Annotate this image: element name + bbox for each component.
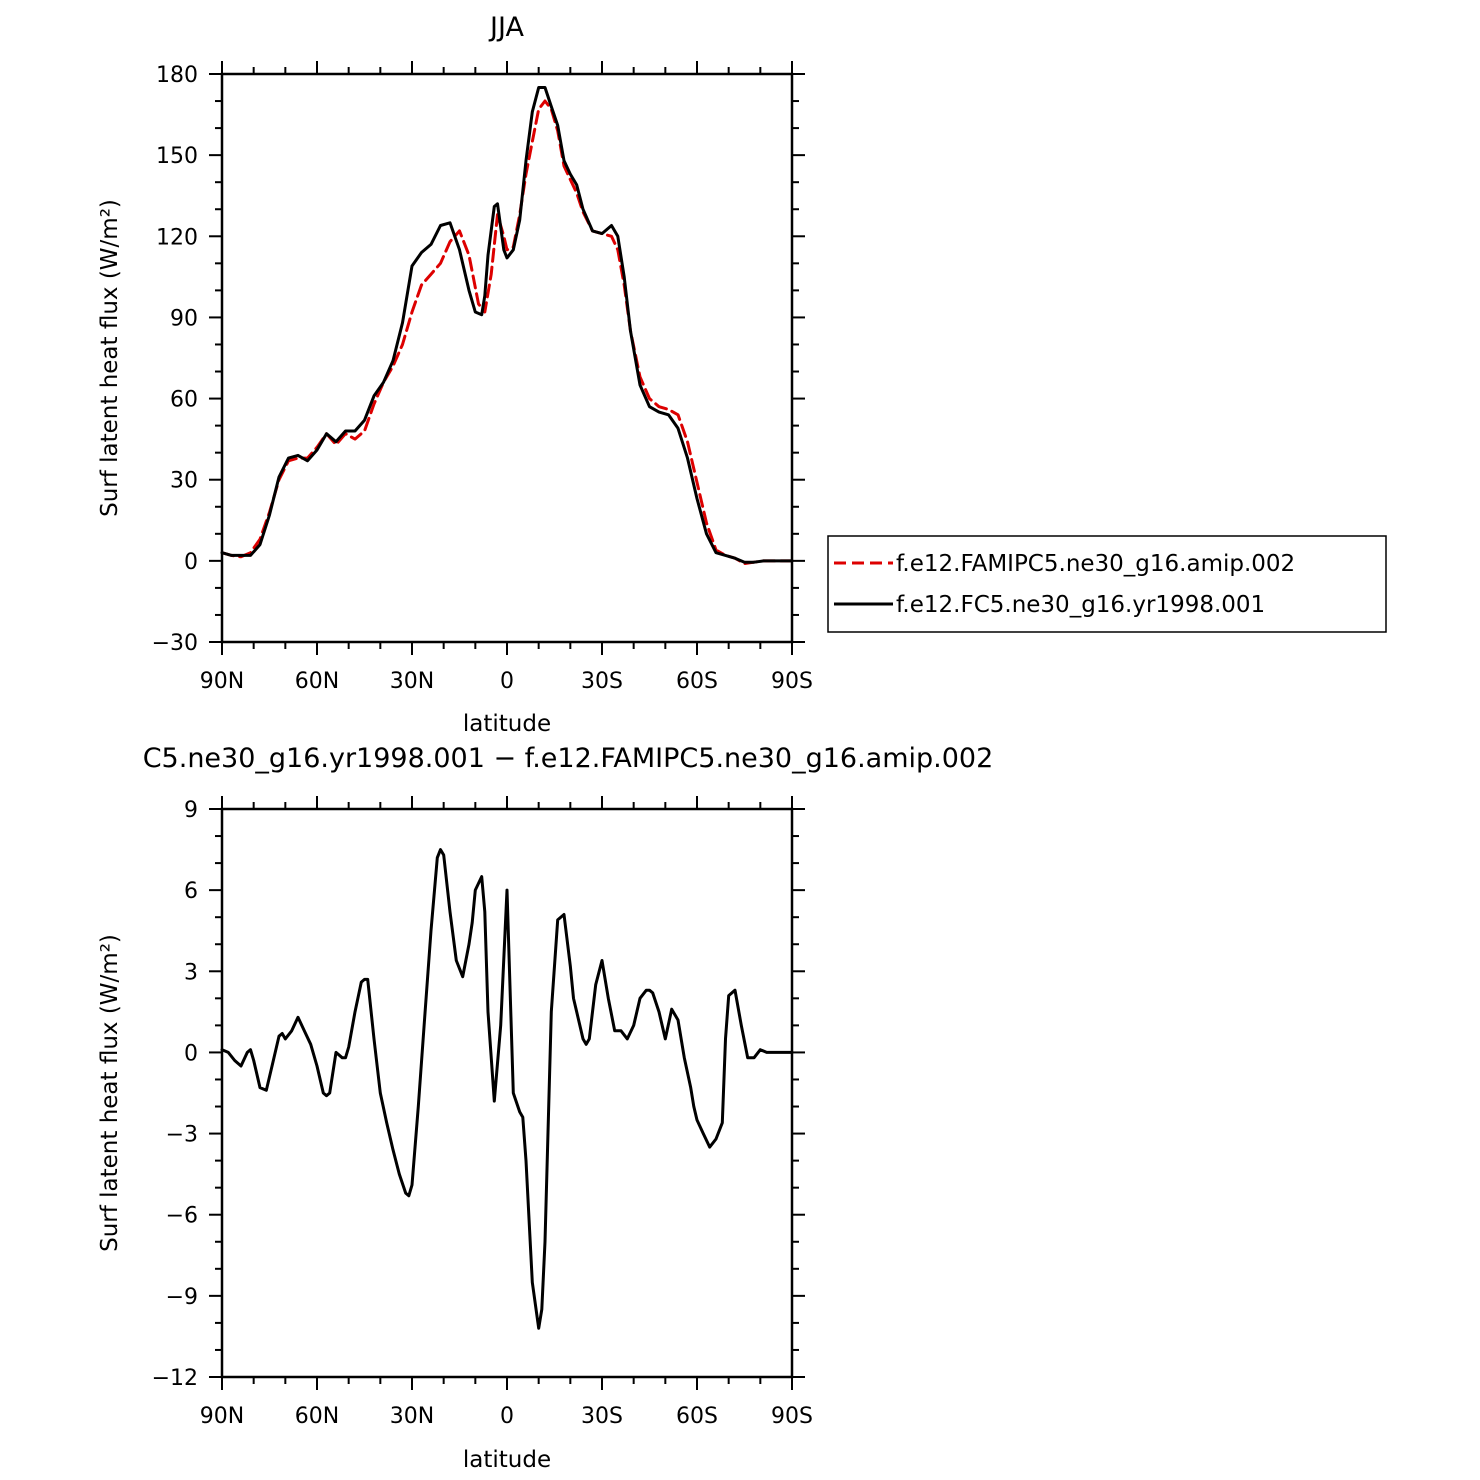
bottom-y-tick-label: −12 bbox=[152, 1366, 198, 1391]
top-plot-frame bbox=[220, 72, 794, 644]
top-panel: JJA 90N 60N 30N 0 30S 60S 90S −30 0 30 60 90 120 150 1… bbox=[97, 12, 813, 737]
bottom-y-tick-label: −3 bbox=[166, 1123, 198, 1148]
bottom-y-tick-label: −9 bbox=[166, 1285, 198, 1310]
top-x-tick-label: 60S bbox=[676, 669, 718, 694]
bottom-y-axis-title: Surf latent heat flux (W/m²) bbox=[97, 934, 123, 1252]
top-series-2-line bbox=[220, 86, 794, 564]
top-y-tick-label: 150 bbox=[156, 144, 198, 169]
top-x-axis-title: latitude bbox=[463, 711, 551, 737]
top-axes: 90N 60N 30N 0 30S 60S 90S −30 0 30 60 90 120 150 180 bbox=[152, 61, 813, 694]
legend-label-series-1: f.e12.FAMIPC5.ne30_g16.amip.002 bbox=[896, 551, 1295, 577]
top-x-tick-label: 30N bbox=[390, 669, 434, 694]
bottom-series-lines bbox=[220, 848, 794, 1330]
bottom-y-tick-label: 9 bbox=[184, 798, 198, 823]
legend-box bbox=[827, 535, 1387, 633]
top-y-tick-label: 120 bbox=[156, 225, 198, 250]
top-y-tick-label: 180 bbox=[156, 63, 198, 88]
legend: f.e12.FAMIPC5.ne30_g16.amip.002 f.e12.FC… bbox=[827, 535, 1387, 633]
bottom-x-tick-label: 60N bbox=[295, 1404, 339, 1429]
top-y-tick-label: 30 bbox=[170, 469, 198, 494]
top-x-tick-label: 60N bbox=[295, 669, 339, 694]
top-x-tick-label: 90N bbox=[200, 669, 244, 694]
bottom-y-tick-label: 0 bbox=[184, 1041, 198, 1066]
bottom-chart-title: C5.ne30_g16.yr1998.001 − f.e12.FAMIPC5.n… bbox=[143, 743, 994, 774]
top-x-tick-label: 90S bbox=[771, 669, 813, 694]
top-series-lines bbox=[220, 86, 794, 566]
bottom-x-tick-label: 30N bbox=[390, 1404, 434, 1429]
bottom-panel: C5.ne30_g16.yr1998.001 − f.e12.FAMIPC5.n… bbox=[97, 743, 993, 1473]
bottom-axes: 90N 60N 30N 0 30S 60S 90S −12 −9 −6 −3 0 3 6 9 bbox=[152, 796, 813, 1429]
top-y-tick-label: −30 bbox=[152, 631, 198, 656]
top-x-tick-label: 30S bbox=[581, 669, 623, 694]
top-y-tick-label: 60 bbox=[170, 388, 198, 413]
bottom-y-tick-label: 6 bbox=[184, 879, 198, 904]
top-x-tick-label: 0 bbox=[500, 669, 514, 694]
bottom-y-tick-label: 3 bbox=[184, 960, 198, 985]
top-series-1-line bbox=[220, 99, 794, 566]
bottom-x-tick-label: 60S bbox=[676, 1404, 718, 1429]
top-y-tick-label: 0 bbox=[184, 550, 198, 575]
bottom-x-tick-label: 30S bbox=[581, 1404, 623, 1429]
bottom-x-axis-title: latitude bbox=[463, 1447, 551, 1473]
top-y-tick-label: 90 bbox=[170, 306, 198, 331]
bottom-y-tick-label: −6 bbox=[166, 1204, 198, 1229]
bottom-x-tick-label: 90S bbox=[771, 1404, 813, 1429]
top-y-axis-title: Surf latent heat flux (W/m²) bbox=[97, 199, 123, 517]
bottom-x-tick-label: 90N bbox=[200, 1404, 244, 1429]
bottom-series-1-line bbox=[220, 848, 794, 1330]
legend-label-series-2: f.e12.FC5.ne30_g16.yr1998.001 bbox=[896, 592, 1265, 618]
bottom-x-tick-label: 0 bbox=[500, 1404, 514, 1429]
top-chart-title: JJA bbox=[488, 12, 524, 43]
